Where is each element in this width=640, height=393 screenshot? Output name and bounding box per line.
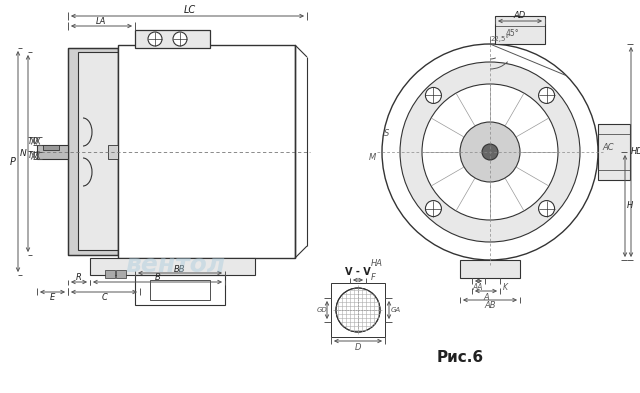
Text: T: T [28,151,32,160]
Text: B: B [155,274,161,283]
Bar [135,30,210,48]
Circle shape [422,84,558,220]
Bar [90,258,255,275]
Text: Рис.6: Рис.6 [436,351,484,365]
Text: LC: LC [184,5,196,15]
Bar [598,124,630,180]
Text: F: F [371,274,376,283]
Circle shape [426,87,442,103]
Circle shape [539,200,555,217]
Text: HD: HD [630,147,640,156]
Circle shape [426,200,442,217]
Text: V: V [33,136,38,145]
Circle shape [148,32,162,46]
Bar [37,145,68,159]
Bar [68,48,118,255]
Text: D: D [355,343,361,351]
Circle shape [460,122,520,182]
Bar [116,270,126,278]
Text: BB: BB [174,264,186,274]
Text: V: V [33,151,38,160]
Text: C: C [102,294,108,303]
Text: T: T [28,136,32,145]
Text: GD: GD [317,307,328,313]
Text: P: P [10,157,16,167]
Text: AA: AA [473,283,483,292]
Bar [495,16,545,44]
Bar [150,280,210,300]
Text: AC: AC [602,143,614,151]
Circle shape [539,87,555,103]
Bar [135,275,225,305]
Text: LA: LA [96,18,106,26]
Text: GA: GA [391,307,401,313]
Text: R: R [76,274,82,283]
Text: E: E [49,294,54,303]
Text: AD: AD [514,11,526,20]
Bar [43,145,59,150]
Text: K: K [502,283,508,292]
Bar [118,45,295,258]
Text: H: H [627,202,633,211]
Text: вентол: вентол [125,253,225,277]
Bar [108,145,118,159]
Text: V - V: V - V [345,267,371,277]
Text: 22,5°: 22,5° [491,36,509,42]
Text: AB: AB [484,301,496,310]
Circle shape [173,32,187,46]
Text: S: S [384,130,390,138]
Text: HA: HA [371,259,383,268]
Circle shape [482,144,498,160]
Bar [460,260,520,278]
Text: N: N [20,149,26,158]
Text: A: A [483,292,489,301]
Bar [105,270,115,278]
Text: M: M [369,152,376,162]
Text: 45°: 45° [505,29,519,39]
Circle shape [336,288,380,332]
Circle shape [400,62,580,242]
Circle shape [382,44,598,260]
Bar [331,283,385,337]
Bar [78,52,118,250]
Bar [68,48,118,255]
